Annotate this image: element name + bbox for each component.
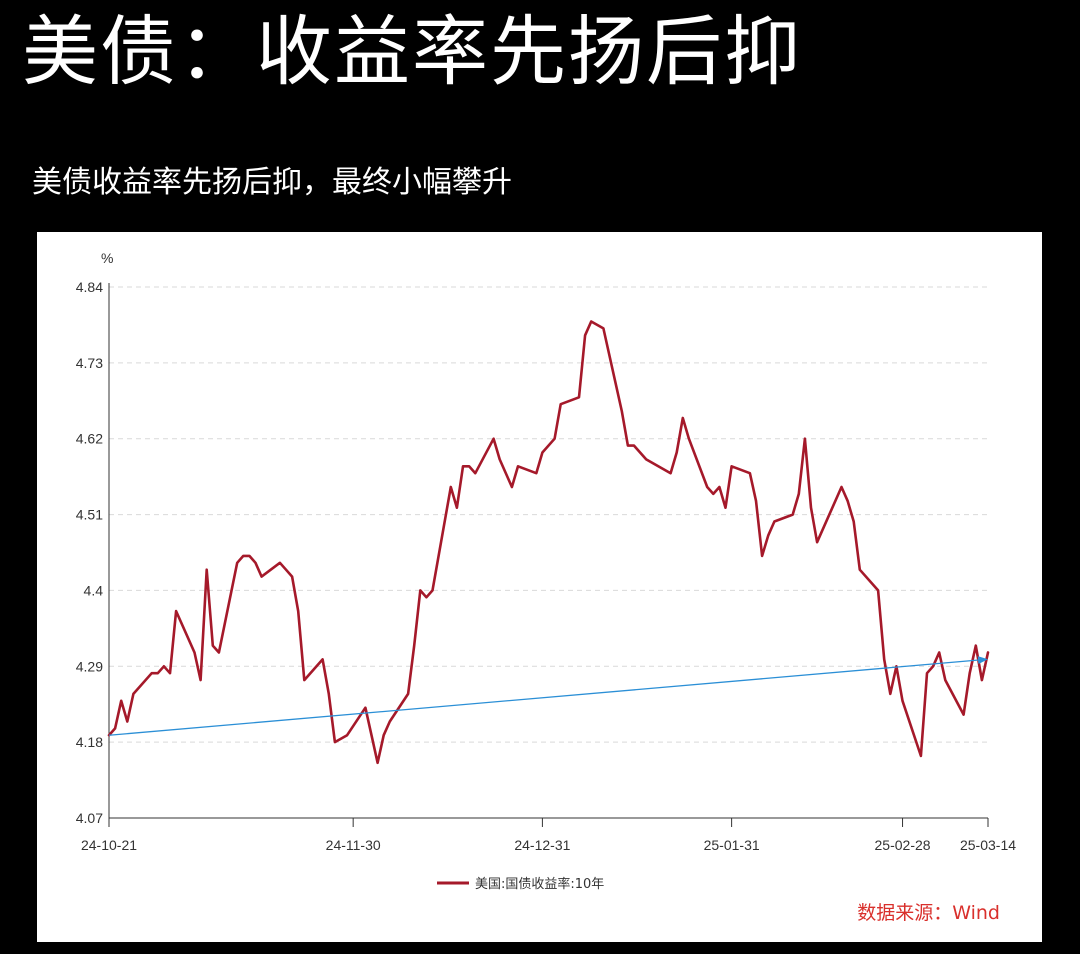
line-chart: % 4.84 4.73 4.62 4.51 4.4 4.29 4.18 4.07 24-10-… (76, 250, 1016, 924)
axes: % (101, 250, 988, 819)
y-axis-unit-label: % (101, 250, 113, 266)
y-tick-label: 4.18 (76, 734, 103, 750)
x-tick-labels: 24-10-21 24-11-30 24-12-31 25-01-31 25-02-28… (81, 818, 1016, 853)
trend-arrow (108, 656, 988, 736)
series-layer (107, 320, 990, 765)
chart-panel: % 4.84 4.73 4.62 4.51 4.4 4.29 4.18 4.07 24-10-… (37, 232, 1042, 942)
legend-label: 美国:国债收益率:10年 (475, 876, 604, 892)
chart-subtitle: 美债收益率先扬后抑，最终小幅攀升 (32, 165, 512, 200)
y-tick-label: 4.29 (76, 658, 103, 674)
y-tick-label: 4.4 (84, 582, 104, 598)
page-title: 美债：收益率先扬后抑 (22, 7, 802, 96)
y-tick-labels: 4.84 4.73 4.62 4.51 4.4 4.29 4.18 4.07 (76, 279, 103, 826)
y-tick-label: 4.51 (76, 507, 103, 523)
data-source-note: 数据来源：Wind (857, 902, 1000, 924)
legend: 美国:国债收益率:10年 (437, 876, 604, 892)
y-tick-label: 4.62 (76, 431, 103, 447)
y-tick-label: 4.07 (76, 810, 103, 826)
x-tick-label: 24-12-31 (514, 837, 570, 853)
series-line-0 (107, 320, 990, 765)
trend-layer (108, 656, 988, 736)
grid-lines (109, 286, 988, 743)
y-tick-label: 4.73 (76, 355, 103, 371)
x-tick-label: 24-10-21 (81, 837, 137, 853)
x-tick-label: 25-02-28 (875, 837, 931, 853)
x-tick-label: 25-03-14 (960, 837, 1016, 853)
x-tick-label: 24-11-30 (326, 837, 381, 853)
x-tick-label: 25-01-31 (704, 837, 760, 853)
y-tick-label: 4.84 (76, 279, 103, 295)
